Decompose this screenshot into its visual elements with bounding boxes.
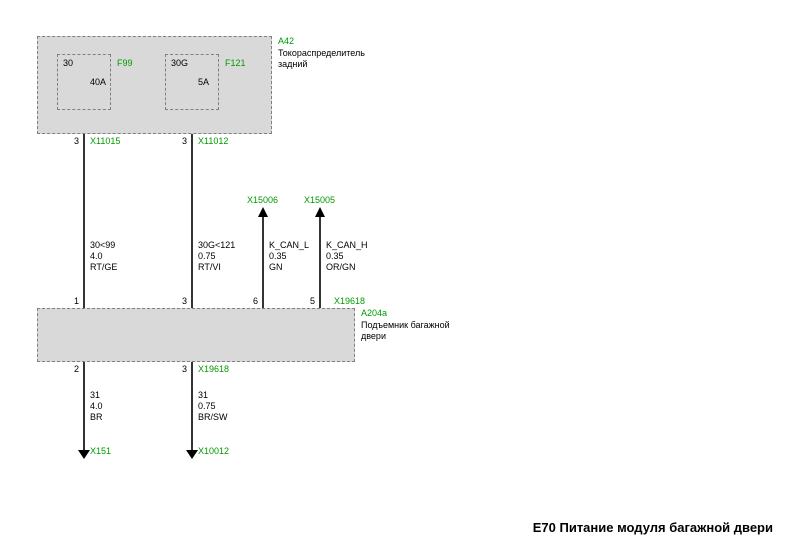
wire-label: 30<99 4.0 RT/GE: [90, 240, 117, 273]
module-desc-a204a: Подъемник багажной двери: [361, 320, 450, 342]
fuse-pin-f99: 30: [63, 58, 73, 69]
wire-label: 30G<121 0.75 RT/VI: [198, 240, 235, 273]
module-ref-a204a: A204a: [361, 308, 387, 319]
pin: 3: [74, 136, 79, 146]
ground-ref: X151: [90, 446, 111, 457]
module-desc-a42: Токораспределитель задний: [278, 48, 365, 70]
connector: X15005: [304, 195, 335, 206]
fuse-rating-f99: 40A: [90, 77, 106, 88]
fuse-rating-f121: 5A: [198, 77, 209, 88]
connector: X19618: [198, 364, 229, 375]
diagram-title: E70 Питание модуля багажной двери: [533, 520, 773, 535]
pin: 3: [182, 364, 187, 374]
fuse-ref-f99: F99: [117, 58, 133, 69]
wire-label: K_CAN_H 0.35 OR/GN: [326, 240, 368, 273]
pin: 5: [310, 296, 315, 306]
ground-ref: X10012: [198, 446, 229, 457]
module-box-a204a: [37, 308, 355, 362]
connector: X19618: [334, 296, 365, 307]
connector: X11015: [90, 136, 120, 147]
pin: 2: [74, 364, 79, 374]
pin: 1: [74, 296, 79, 306]
pin: 3: [182, 136, 187, 146]
wire-label: 31 0.75 BR/SW: [198, 390, 228, 423]
fuse-ref-f121: F121: [225, 58, 246, 69]
fuse-pin-f121: 30G: [171, 58, 188, 69]
wire-label: 31 4.0 BR: [90, 390, 103, 423]
wire-label: K_CAN_L 0.35 GN: [269, 240, 309, 273]
connector: X11012: [198, 136, 228, 147]
pin: 6: [253, 296, 258, 306]
module-ref-a42: A42: [278, 36, 294, 47]
connector: X15006: [247, 195, 278, 206]
pin: 3: [182, 296, 187, 306]
